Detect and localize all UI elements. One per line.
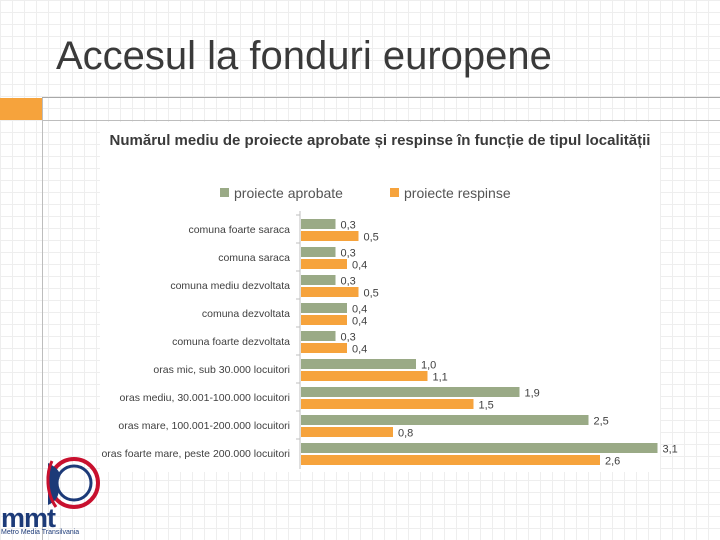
bar-approved	[301, 387, 520, 397]
category-label: oras foarte mare, peste 200.000 locuitor…	[101, 448, 290, 460]
logo-wordmark: mmt	[1, 503, 56, 533]
data-label-approved: 0,4	[352, 304, 367, 316]
bar-approved	[301, 275, 336, 285]
data-label-rejected: 0,4	[352, 344, 367, 356]
data-label-rejected: 0,5	[364, 288, 379, 300]
data-label-rejected: 0,5	[364, 232, 379, 244]
category-label: comuna foarte dezvoltata	[172, 336, 290, 348]
title-divider	[42, 97, 720, 98]
category-label: oras mic, sub 30.000 locuitori	[153, 364, 290, 376]
bar-approved	[301, 359, 416, 369]
legend-item-rejected: proiecte respinse	[390, 185, 511, 201]
data-label-approved: 1,9	[525, 388, 540, 400]
bar-rejected	[301, 231, 359, 241]
legend-item-approved: proiecte aprobate	[220, 185, 343, 201]
category-label: comuna saraca	[218, 252, 290, 264]
bar-rejected	[301, 343, 347, 353]
bar-rejected	[301, 287, 359, 297]
chart-title: Numărul mediu de proiecte aprobate și re…	[109, 132, 651, 149]
bar-rejected	[301, 427, 393, 437]
accent-block	[0, 98, 42, 120]
data-label-approved: 2,5	[594, 416, 609, 428]
bar-approved	[301, 219, 336, 229]
data-label-approved: 0,3	[341, 276, 356, 288]
legend-swatch-rejected	[390, 187, 399, 197]
data-label-rejected: 2,6	[605, 456, 620, 468]
data-label-rejected: 0,8	[398, 428, 413, 440]
category-label: oras mediu, 30.001-100.000 locuitori	[120, 392, 290, 404]
left-divider	[42, 98, 43, 540]
data-label-approved: 1,0	[421, 360, 436, 372]
data-label-approved: 3,1	[663, 444, 678, 456]
chart-panel	[100, 122, 660, 472]
logo-subtitle: Metro Media Transilvania	[1, 529, 80, 536]
data-label-rejected: 1,1	[433, 372, 448, 384]
bar-approved	[301, 303, 347, 313]
legend-label-rejected: proiecte respinse	[404, 185, 511, 201]
data-label-rejected: 0,4	[352, 260, 367, 272]
data-label-approved: 0,3	[341, 220, 356, 232]
category-label: comuna foarte saraca	[188, 224, 290, 236]
title-divider-lower	[42, 120, 720, 121]
bar-rejected	[301, 455, 600, 465]
category-label: comuna mediu dezvoltata	[170, 280, 290, 292]
bar-rejected	[301, 315, 347, 325]
data-label-approved: 0,3	[341, 248, 356, 260]
legend-swatch-approved	[220, 187, 229, 197]
bar-approved	[301, 331, 336, 341]
data-label-approved: 0,3	[341, 332, 356, 344]
category-label: comuna dezvoltata	[202, 308, 290, 320]
data-label-rejected: 0,4	[352, 316, 367, 328]
mmt-logo	[0, 455, 104, 540]
legend-label-approved: proiecte aprobate	[234, 185, 343, 201]
category-label: oras mare, 100.001-200.000 locuitori	[118, 420, 290, 432]
bar-approved	[301, 415, 589, 425]
bar-rejected	[301, 259, 347, 269]
data-label-rejected: 1,5	[479, 400, 494, 412]
bar-approved	[301, 443, 658, 453]
bar-approved	[301, 247, 336, 257]
bar-rejected	[301, 399, 474, 409]
logo-profile-icon	[46, 457, 100, 509]
bar-rejected	[301, 371, 428, 381]
slide-title: Accesul la fonduri europene	[56, 34, 552, 78]
